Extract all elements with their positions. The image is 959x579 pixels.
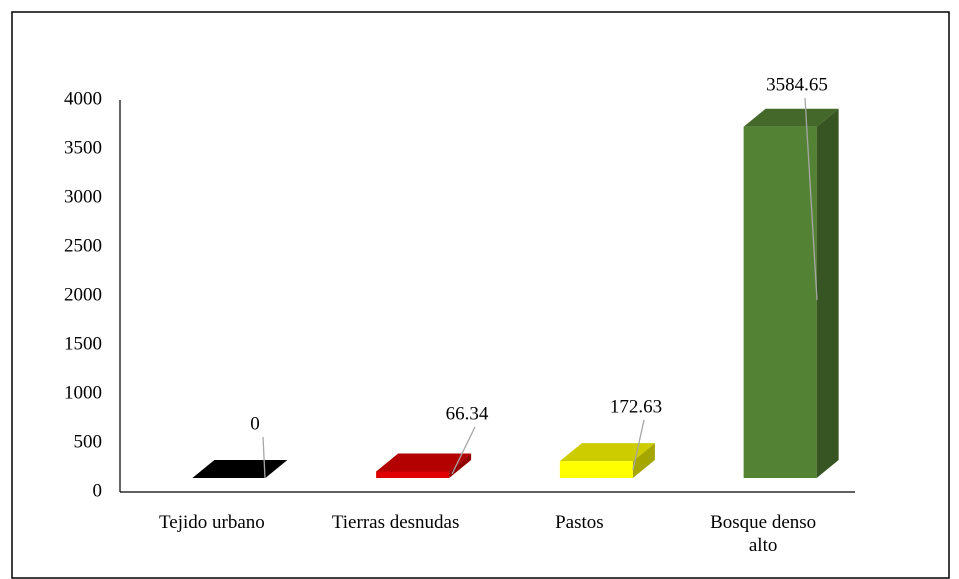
bar-side — [632, 443, 655, 478]
leader-line — [262, 436, 266, 479]
y-tick-label: 2500 — [64, 235, 102, 256]
data-label: 172.63 — [610, 396, 662, 417]
y-tick-label: 2000 — [64, 284, 102, 305]
y-tick-label: 3000 — [64, 186, 102, 207]
x-tick-label: Tierras desnudas — [331, 512, 460, 533]
leader-line — [632, 419, 645, 471]
chart-border — [11, 11, 950, 579]
bar — [559, 461, 633, 478]
bar — [743, 126, 817, 479]
bar-top — [743, 108, 839, 127]
leader-line — [804, 97, 818, 301]
y-tick-label: 0 — [93, 480, 103, 501]
data-label: 66.34 — [446, 403, 489, 424]
x-tick-label: Pastos — [555, 512, 604, 533]
bar-top — [376, 453, 472, 472]
data-label: 3584.65 — [766, 74, 828, 95]
x-tick-label: Bosque denso alto — [710, 512, 817, 556]
y-tick-label: 3500 — [64, 137, 102, 158]
y-tick-label: 1500 — [64, 333, 102, 354]
y-tick-label: 1000 — [64, 382, 102, 403]
bar-top — [192, 460, 288, 478]
bar-side — [449, 453, 472, 478]
leader-line — [451, 426, 476, 475]
data-label: 0 — [250, 413, 260, 434]
x-tick-label: Tejido urbano — [158, 512, 265, 533]
y-tick-label: 500 — [74, 431, 103, 452]
bar-top — [559, 443, 655, 462]
y-tick-label: 4000 — [64, 88, 102, 109]
bar-side — [816, 108, 839, 479]
bar — [376, 471, 450, 478]
